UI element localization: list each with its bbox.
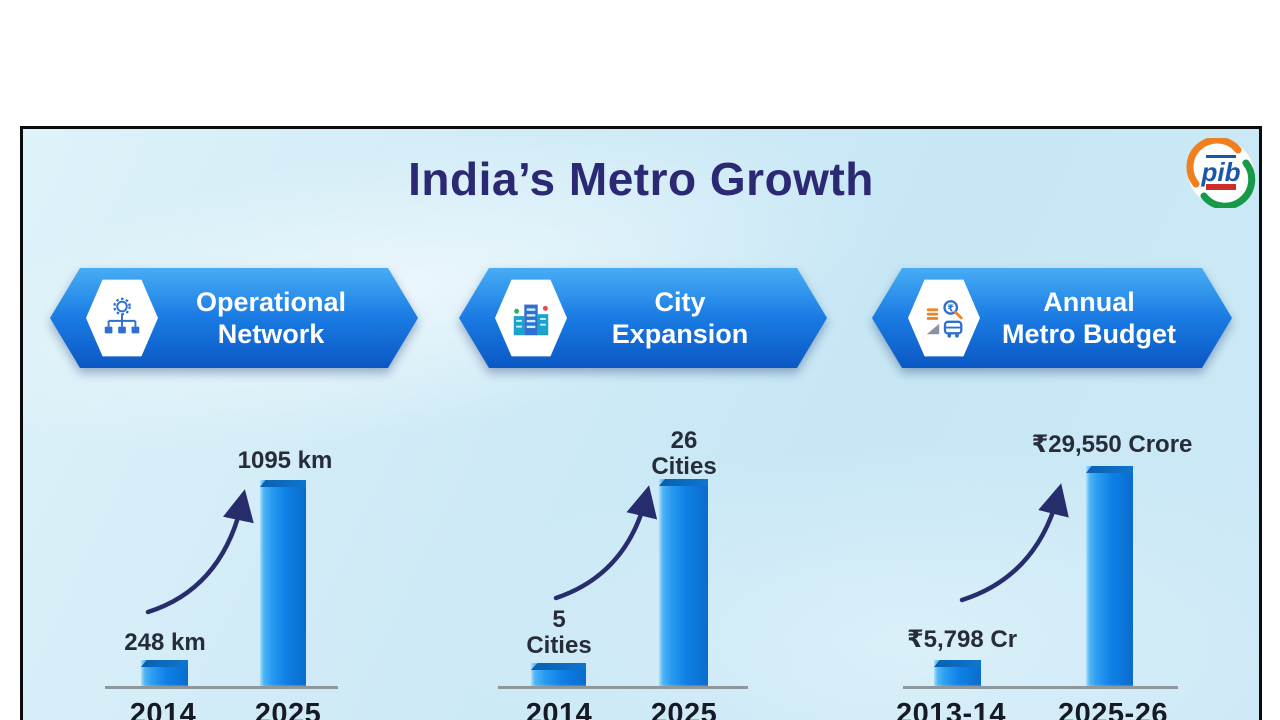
badge-shape: City Expansion <box>459 268 827 368</box>
value-label-26-cities: 26 Cities <box>614 427 754 481</box>
value-label-29550-crore: ₹29,550 Crore <box>1008 431 1216 458</box>
badge-label: Operational Network <box>158 286 418 351</box>
value-label-line: Cities <box>651 453 717 481</box>
logo-orange-swoosh <box>1186 138 1242 188</box>
section-badge-operational-network: Operational Network <box>50 268 418 368</box>
category-label-2025-26: 2025-26 <box>1058 698 1168 720</box>
x-axis-line <box>105 686 338 689</box>
value-label-line: ₹5,798 Cr <box>906 626 1018 653</box>
metro-budget-icon: ₹ <box>908 278 980 358</box>
value-label-line: Cities <box>526 632 592 660</box>
pib-logo: pib <box>1186 138 1256 208</box>
category-label-2013-14: 2013-14 <box>896 698 1006 720</box>
category-label-2014: 2014 <box>129 698 197 720</box>
budget-bar-2025-26 <box>1086 466 1133 686</box>
badge-label-line1: City <box>654 286 706 317</box>
x-axis-line <box>498 686 748 689</box>
svg-text:₹: ₹ <box>947 303 954 314</box>
category-label-2025: 2025 <box>254 698 322 720</box>
value-label-5798cr: ₹5,798 Cr <box>879 626 1045 653</box>
value-label-248km: 248 km <box>95 629 235 656</box>
operational-bar-2014 <box>141 660 188 686</box>
value-label-line: 26 <box>670 427 698 454</box>
badge-label: Annual Metro Budget <box>980 286 1232 351</box>
page-title: India’s Metro Growth <box>408 153 874 205</box>
badge-label-line1: Annual <box>1043 286 1135 317</box>
value-label-line: 1095 km <box>237 447 333 474</box>
badge-label-line1: Operational <box>195 286 347 317</box>
badge-label-line2: Network <box>217 319 325 349</box>
growth-arrow-icon <box>145 489 254 615</box>
badge-label: City Expansion <box>567 286 827 351</box>
section-badge-annual-metro-budget: ₹ Annual Metro Budget <box>872 268 1232 368</box>
city-buildings-icon <box>495 278 567 358</box>
growth-arrow-icon <box>959 483 1069 603</box>
budget-bar-2013-14 <box>934 660 981 686</box>
logo-overline <box>1206 155 1236 158</box>
badge-label-line2: Metro Budget <box>1002 319 1176 349</box>
growth-arrow-icon <box>553 485 658 601</box>
value-label-5-cities: 5 Cities <box>489 606 629 660</box>
value-label-line: 248 km <box>124 629 206 656</box>
category-label-2025: 2025 <box>650 698 718 720</box>
section-badge-city-expansion: City Expansion <box>459 268 827 368</box>
logo-text: pib <box>1201 157 1241 187</box>
infographic-card <box>20 126 1262 720</box>
operational-bar-2025 <box>260 480 306 686</box>
category-label-2014: 2014 <box>525 698 593 720</box>
logo-green-swoosh <box>1200 159 1256 208</box>
badge-label-line2: Expansion <box>611 319 749 349</box>
cities-bar-2025 <box>659 479 708 686</box>
cities-bar-2014 <box>531 663 586 686</box>
badge-shape: Operational Network <box>50 268 418 368</box>
value-label-1095km: 1095 km <box>215 447 355 474</box>
badge-shape: ₹ Annual Metro Budget <box>872 268 1232 368</box>
logo-red-banner <box>1206 184 1236 190</box>
x-axis-line <box>903 686 1178 689</box>
value-label-line: ₹29,550 Crore <box>1031 431 1193 458</box>
network-hierarchy-icon <box>86 278 158 358</box>
value-label-line: 5 <box>552 606 566 633</box>
